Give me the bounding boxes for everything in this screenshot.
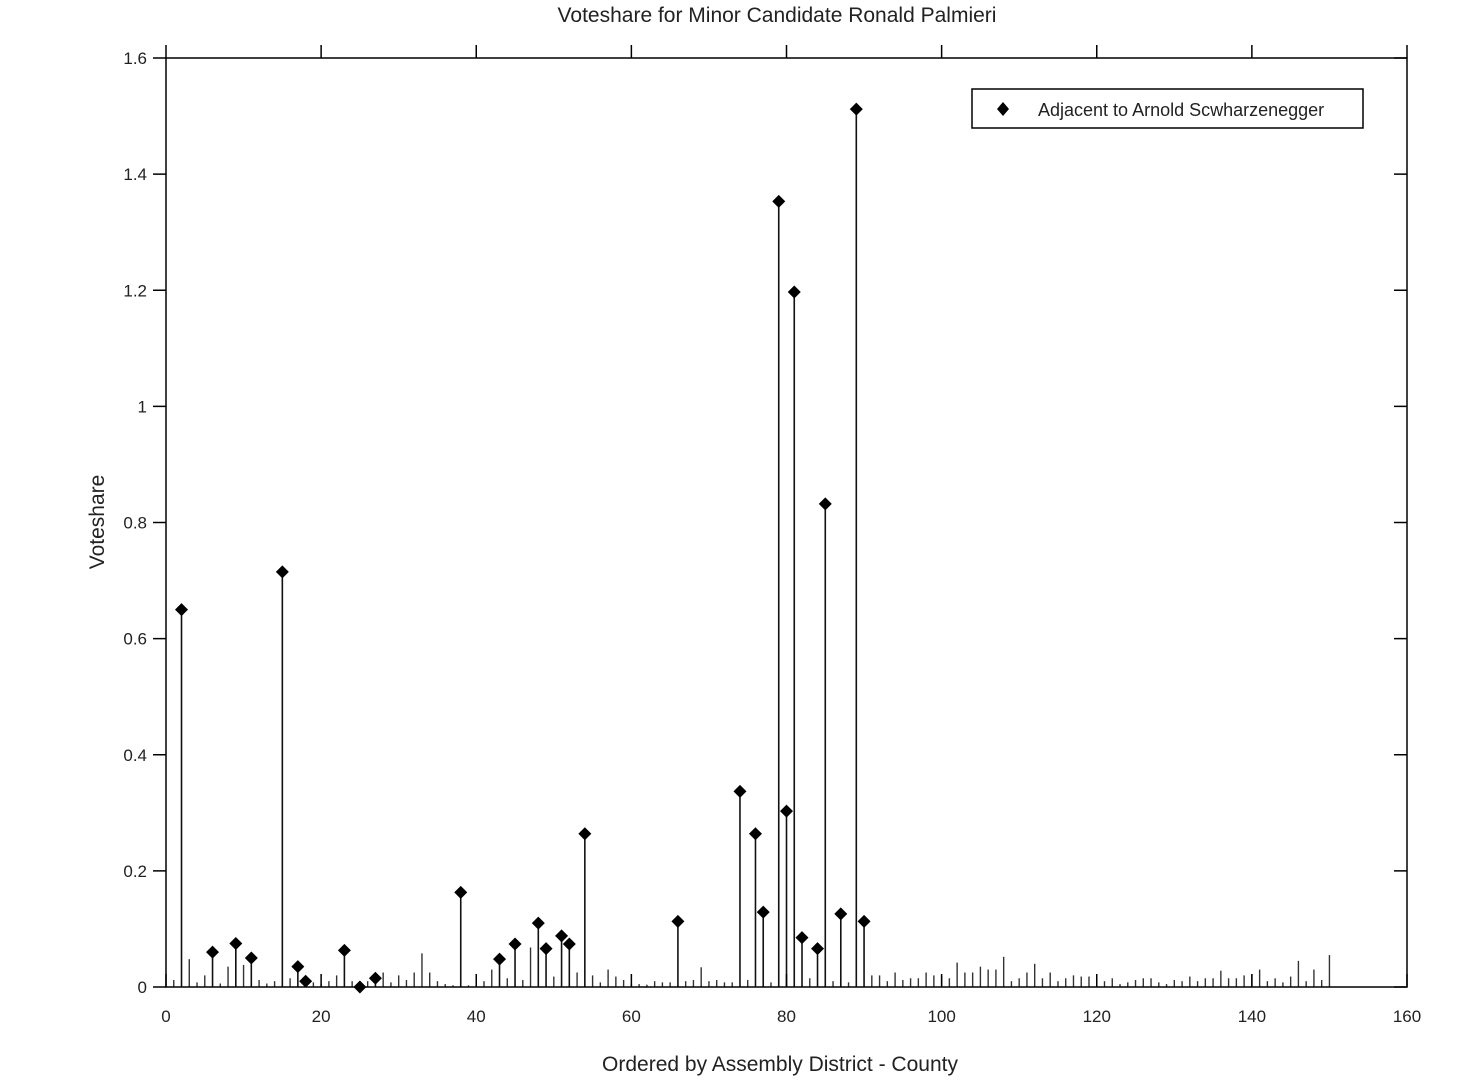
- x-tick-label: 60: [622, 1007, 641, 1026]
- data-point-diamond: [818, 497, 832, 511]
- data-point-diamond: [780, 804, 793, 818]
- data-point-diamond: [454, 885, 468, 899]
- legend-marker-diamond: [997, 102, 1009, 116]
- data-point-diamond: [578, 827, 592, 841]
- data-point-diamond: [539, 942, 553, 956]
- y-tick-label: 1.6: [123, 49, 147, 68]
- y-tick-label: 1.2: [123, 281, 147, 300]
- data-point-diamond: [787, 285, 801, 299]
- data-point-diamond: [671, 914, 685, 928]
- data-point-diamond: [531, 916, 545, 930]
- data-point-diamond: [229, 936, 243, 950]
- data-point-diamond: [493, 952, 507, 966]
- data-point-diamond: [772, 194, 786, 208]
- data-point-diamond: [275, 565, 289, 579]
- legend-box: [971, 88, 1364, 129]
- data-point-diamond: [508, 937, 522, 951]
- data-point-diamond: [299, 974, 313, 988]
- x-tick-label: 40: [467, 1007, 486, 1026]
- y-tick-label: 0.2: [123, 862, 147, 881]
- y-tick-label: 0: [138, 978, 147, 997]
- data-point-diamond: [795, 931, 809, 945]
- legend: Adjacent to Arnold Scwharzenegger: [971, 88, 1364, 129]
- data-point-diamond: [555, 929, 569, 943]
- x-tick-label: 120: [1083, 1007, 1111, 1026]
- x-tick-label: 140: [1238, 1007, 1266, 1026]
- data-point-diamond: [756, 905, 770, 919]
- x-tick-label: 160: [1393, 1007, 1421, 1026]
- y-axis-label: Voteshare: [86, 475, 109, 570]
- plot-layer: [173, 102, 1331, 994]
- y-tick-label: 0.4: [123, 746, 147, 765]
- data-point-diamond: [849, 102, 863, 116]
- axes-layer: 0 20 40 60 80 100 120 140 160 0 0.2 0.4 0.6 0.8 1 1.2 1.…: [123, 45, 1421, 1026]
- data-point-diamond: [368, 971, 382, 985]
- data-point-diamond: [337, 943, 351, 957]
- data-point-diamond: [857, 914, 871, 928]
- x-tick-label: 0: [161, 1007, 170, 1026]
- y-tick-label: 1: [138, 397, 147, 416]
- y-tick-label: 0.6: [123, 630, 147, 649]
- data-point-diamond: [562, 937, 576, 951]
- data-point-diamond: [244, 951, 258, 965]
- x-tick-label: 100: [927, 1007, 955, 1026]
- y-tick-label: 0.8: [123, 514, 147, 533]
- data-point-diamond: [834, 907, 848, 921]
- data-point-diamond: [811, 942, 825, 956]
- chart-title: Voteshare for Minor Candidate Ronald Pal…: [558, 4, 997, 27]
- legend-label: Adjacent to Arnold Scwharzenegger: [1038, 100, 1324, 120]
- data-point-diamond: [748, 827, 762, 841]
- x-tick-label: 80: [777, 1007, 796, 1026]
- data-point-diamond: [733, 784, 747, 798]
- x-axis-label: Ordered by Assembly District - County: [602, 1053, 958, 1076]
- data-point-diamond: [291, 960, 305, 974]
- x-tick-label: 20: [312, 1007, 331, 1026]
- data-point-diamond: [206, 945, 220, 959]
- data-point-diamond: [175, 603, 189, 617]
- y-tick-label: 1.4: [123, 165, 147, 184]
